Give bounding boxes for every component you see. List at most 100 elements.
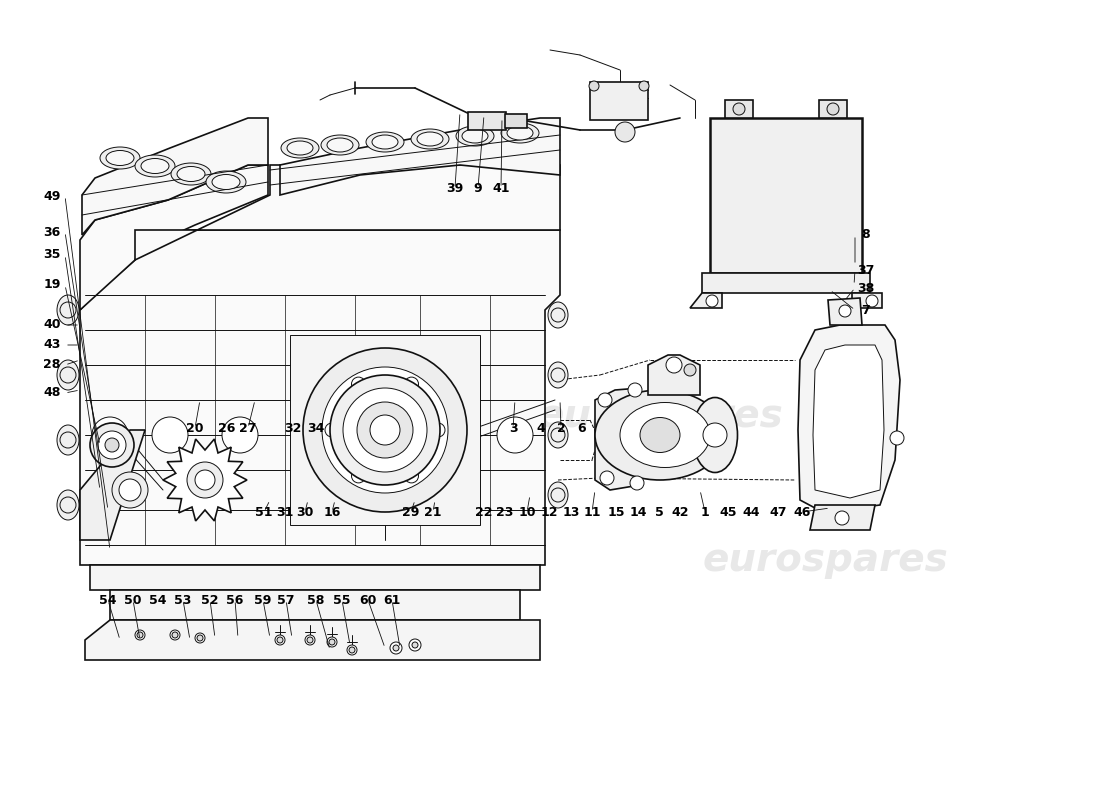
Circle shape [890,431,904,445]
Polygon shape [80,230,560,565]
Text: 9: 9 [474,182,482,194]
Ellipse shape [170,163,211,185]
Circle shape [628,383,642,397]
Polygon shape [280,118,560,195]
Circle shape [340,385,430,475]
Ellipse shape [595,390,725,480]
Polygon shape [135,165,560,260]
Circle shape [358,402,412,458]
Text: 51: 51 [255,506,273,518]
Circle shape [305,635,315,645]
Text: eurospares: eurospares [537,397,783,435]
Ellipse shape [548,482,568,508]
Circle shape [390,642,402,654]
Circle shape [343,388,427,472]
Polygon shape [80,430,145,540]
Polygon shape [290,335,480,525]
Ellipse shape [366,132,404,152]
Text: 29: 29 [403,506,420,518]
Circle shape [170,630,180,640]
Circle shape [329,639,336,645]
Bar [590,82,648,120]
Polygon shape [852,293,882,308]
Text: 40: 40 [43,318,60,331]
Polygon shape [813,345,884,498]
Ellipse shape [100,147,140,169]
Circle shape [330,375,440,485]
Text: 42: 42 [671,506,689,518]
Text: 54: 54 [150,594,167,606]
Ellipse shape [287,141,314,155]
Ellipse shape [321,135,359,155]
Polygon shape [648,355,700,395]
Ellipse shape [106,150,134,166]
Text: 1: 1 [701,506,710,518]
Text: 7: 7 [861,303,870,317]
Text: 13: 13 [562,506,580,518]
Ellipse shape [548,302,568,328]
Text: 33: 33 [350,422,366,434]
Ellipse shape [411,129,449,149]
Polygon shape [595,388,640,490]
Circle shape [866,295,878,307]
Text: 27: 27 [240,422,256,434]
Text: 48: 48 [43,386,60,399]
Circle shape [706,295,718,307]
Bar [725,100,754,118]
Ellipse shape [640,418,680,453]
Text: 46: 46 [793,506,811,518]
Circle shape [349,647,355,653]
Polygon shape [690,293,722,308]
Polygon shape [798,325,900,510]
Circle shape [92,417,128,453]
Circle shape [362,417,398,453]
Ellipse shape [57,295,79,325]
Circle shape [405,377,418,391]
Circle shape [639,81,649,91]
Text: 56: 56 [227,594,244,606]
Circle shape [600,471,614,485]
Circle shape [598,393,612,407]
Text: 39: 39 [447,182,463,194]
Ellipse shape [206,171,246,193]
Text: 34: 34 [307,422,324,434]
Text: 21: 21 [425,506,442,518]
Bar [505,114,527,128]
Text: 11: 11 [583,506,601,518]
Text: 26: 26 [218,422,235,434]
Text: eurospares: eurospares [119,397,365,435]
Text: 10: 10 [518,506,536,518]
Ellipse shape [135,155,175,177]
Circle shape [835,511,849,525]
Circle shape [152,417,188,453]
Circle shape [327,637,337,647]
Text: 54: 54 [99,594,117,606]
Text: 58: 58 [307,594,324,606]
Polygon shape [80,165,268,310]
Circle shape [733,103,745,115]
Circle shape [431,423,446,437]
Polygon shape [85,620,540,660]
Polygon shape [90,565,540,590]
Text: 28: 28 [43,358,60,371]
Ellipse shape [462,129,488,143]
Circle shape [187,462,223,498]
Circle shape [197,635,204,641]
Circle shape [307,637,314,643]
Text: 37: 37 [857,263,874,277]
Polygon shape [702,273,870,293]
Text: 32: 32 [284,422,301,434]
Text: 49: 49 [43,190,60,202]
Circle shape [352,377,365,391]
Ellipse shape [456,126,494,146]
Text: 14: 14 [629,506,647,518]
Text: 16: 16 [323,506,341,518]
Ellipse shape [57,360,79,390]
Polygon shape [82,118,268,235]
Circle shape [138,632,143,638]
Ellipse shape [57,425,79,455]
Text: 24: 24 [371,422,387,434]
Circle shape [359,404,411,456]
Text: 20: 20 [186,422,204,434]
Ellipse shape [548,422,568,448]
